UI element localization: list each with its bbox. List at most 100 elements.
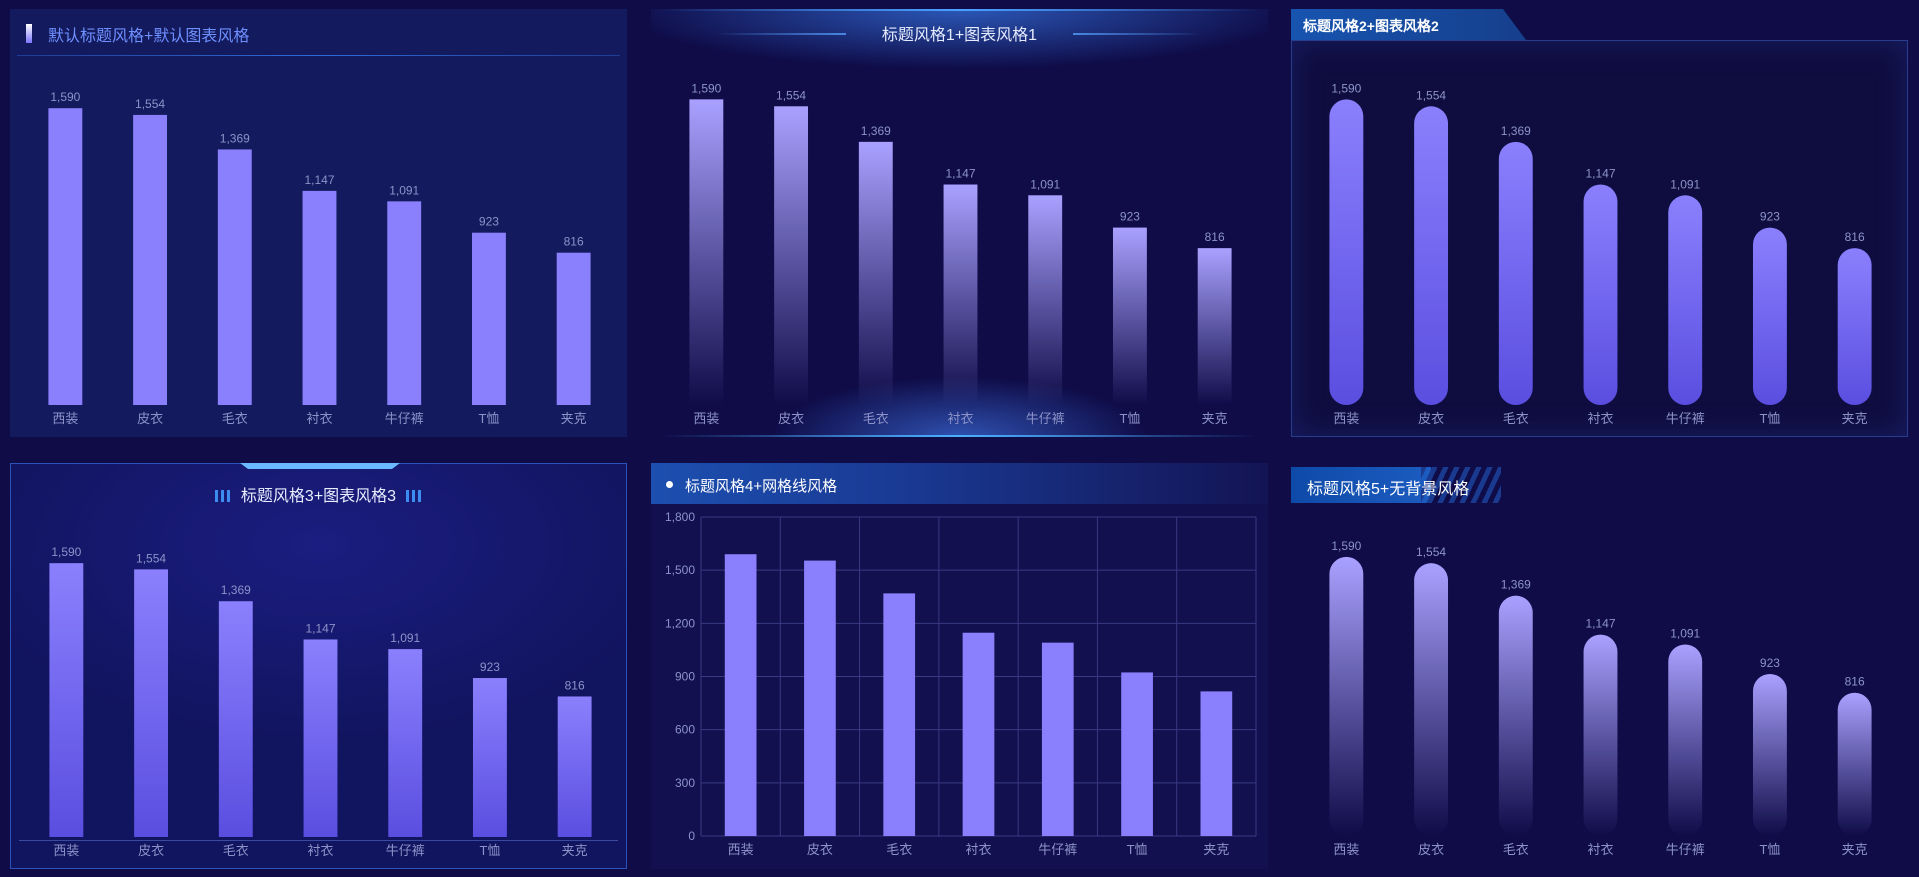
- x-tick-label: 夹克: [1842, 411, 1868, 426]
- x-tick-label: T恤: [478, 411, 499, 426]
- value-label: 1,091: [1670, 626, 1700, 640]
- bar-皮衣: [804, 560, 836, 836]
- bar-毛衣: [217, 149, 252, 405]
- x-tick-label: 皮衣: [137, 411, 163, 426]
- bar-牛仔裤: [387, 201, 422, 405]
- bar-T恤: [1752, 673, 1787, 836]
- x-tick-label: 毛衣: [222, 411, 248, 426]
- title-bar: [651, 463, 1268, 504]
- x-tick-label: T恤: [1759, 411, 1780, 426]
- x-tick-label: 西装: [1333, 842, 1359, 857]
- value-label: 1,147: [304, 173, 334, 187]
- x-tick-label: T恤: [1127, 842, 1148, 857]
- x-tick-label: 牛仔裤: [385, 411, 424, 426]
- value-label: 1,369: [1501, 578, 1531, 592]
- value-label: 1,147: [945, 167, 975, 181]
- bar-夹克: [1200, 691, 1233, 836]
- y-tick-label: 900: [675, 670, 695, 684]
- bar-毛衣: [858, 141, 893, 405]
- x-tick-label: 夹克: [1203, 842, 1229, 857]
- value-label: 923: [479, 215, 499, 229]
- bar-衬衣: [302, 190, 337, 405]
- x-axis-line: [19, 840, 618, 841]
- bar-T恤: [472, 678, 507, 837]
- bar-西装: [49, 563, 84, 837]
- x-tick-label: 毛衣: [223, 843, 249, 858]
- x-tick-label: 夹克: [562, 843, 588, 858]
- value-label: 1,091: [390, 631, 420, 645]
- x-tick-label: 毛衣: [863, 411, 889, 426]
- bar-牛仔裤: [1668, 195, 1703, 405]
- y-tick-label: 0: [688, 829, 695, 843]
- x-tick-label: 西装: [53, 843, 79, 858]
- x-tick-label: 夹克: [561, 411, 587, 426]
- bar-chart: 1,590 西装 1,554 皮衣 1,369 毛衣 1,147 衬衣 1,091 牛仔裤 923 T…: [48, 90, 591, 426]
- x-tick-label: 夹克: [1842, 842, 1868, 857]
- x-tick-label: T恤: [1119, 411, 1140, 426]
- x-tick-label: 西装: [1333, 411, 1359, 426]
- y-tick-label: 1,800: [665, 510, 695, 524]
- bar-西装: [1329, 556, 1364, 836]
- value-label: 1,554: [135, 97, 165, 111]
- bottom-glow-line: [659, 435, 1260, 437]
- bar-衬衣: [943, 184, 978, 405]
- value-label: 923: [480, 660, 500, 674]
- top-glow-line: [659, 9, 1260, 11]
- bar-西装: [48, 108, 83, 405]
- bar-衬衣: [303, 639, 338, 837]
- bar-皮衣: [1414, 563, 1449, 836]
- bar-chart: 1,590 西装 1,554 皮衣 1,369 毛衣 1,147 衬衣 1,091 牛仔裤 923 T…: [49, 545, 592, 858]
- title-wing-right: [1073, 33, 1203, 35]
- bar-chart: 0 300 600 900 1,200 1,500 1,800 西装 皮衣 毛衣 衬衣 牛仔裤 T恤 夹克: [665, 510, 1257, 857]
- x-tick-label: 衬衣: [1587, 411, 1613, 426]
- bar-夹克: [557, 696, 592, 837]
- chart-panel-style5: 标题风格5+无背景风格 1,590 西装 1,554 皮衣 1,369 毛衣 1,147 衬衣…: [1291, 463, 1908, 869]
- bar-chart: 1,590 西装 1,554 皮衣 1,369 毛衣 1,147 衬衣 1,091 牛仔裤 923 T…: [1329, 81, 1872, 426]
- x-tick-label: 皮衣: [1418, 411, 1444, 426]
- x-tick-label: 西装: [693, 411, 719, 426]
- title-tab: [1291, 9, 1526, 40]
- panel-title: 默认标题风格+默认图表风格: [48, 28, 250, 45]
- value-label: 1,369: [221, 583, 251, 597]
- panel-title: 标题风格1+图表风格1: [881, 27, 1038, 44]
- bar-衬衣: [962, 632, 995, 836]
- x-tick-label: 衬衣: [947, 411, 973, 426]
- x-tick-label: 毛衣: [886, 842, 912, 857]
- title-dot-icon: [666, 481, 673, 488]
- value-label: 1,091: [389, 183, 419, 197]
- chart-panel-style3: 标题风格3+图表风格3 1,590 西装 1,554 皮衣 1,369 毛衣 1,147 衬衣…: [10, 463, 627, 869]
- x-tick-label: 牛仔裤: [1038, 842, 1077, 857]
- value-label: 1,554: [1416, 88, 1446, 102]
- x-tick-label: 西装: [52, 411, 78, 426]
- chart-panel-default: 默认标题风格+默认图表风格 1,590 西装 1,554 皮衣 1,369 毛衣 1,147…: [10, 9, 627, 437]
- bar-毛衣: [1498, 141, 1533, 405]
- value-label: 816: [564, 235, 584, 249]
- bar-皮衣: [134, 569, 169, 837]
- value-label: 1,590: [691, 81, 721, 95]
- value-label: 1,147: [305, 621, 335, 635]
- x-tick-label: 毛衣: [1503, 411, 1529, 426]
- bar-牛仔裤: [1028, 195, 1063, 405]
- panel-title: 标题风格5+无背景风格: [1307, 481, 1470, 498]
- x-tick-label: T恤: [1759, 842, 1780, 857]
- panel-title-row: 标题风格3+图表风格3: [11, 482, 626, 506]
- chart-panel-grid: 标题风格4+网格线风格 0 300 600 900 1,200 1,500 1,800 西装 皮…: [651, 463, 1268, 869]
- title-ticks-right-icon: [406, 490, 423, 502]
- value-label: 1,554: [776, 88, 806, 102]
- value-label: 1,369: [1501, 124, 1531, 138]
- value-label: 1,590: [1331, 539, 1361, 553]
- panel-title: 标题风格2+图表风格2: [1303, 18, 1439, 34]
- value-label: 1,147: [1585, 167, 1615, 181]
- x-tick-label: 皮衣: [1418, 842, 1444, 857]
- bar-皮衣: [774, 106, 809, 405]
- title-marker-icon: [26, 24, 32, 43]
- value-label: 1,091: [1030, 177, 1060, 191]
- value-label: 816: [565, 678, 585, 692]
- title-stripes: [1421, 467, 1501, 503]
- title-wing-left: [716, 33, 846, 35]
- value-label: 1,369: [220, 131, 250, 145]
- bar-chart: 1,590 西装 1,554 皮衣 1,369 毛衣 1,147 衬衣 1,091 牛仔裤 923 T…: [689, 81, 1232, 426]
- x-tick-label: 牛仔裤: [386, 843, 425, 858]
- bar-毛衣: [218, 601, 253, 837]
- bar-T恤: [1121, 672, 1153, 836]
